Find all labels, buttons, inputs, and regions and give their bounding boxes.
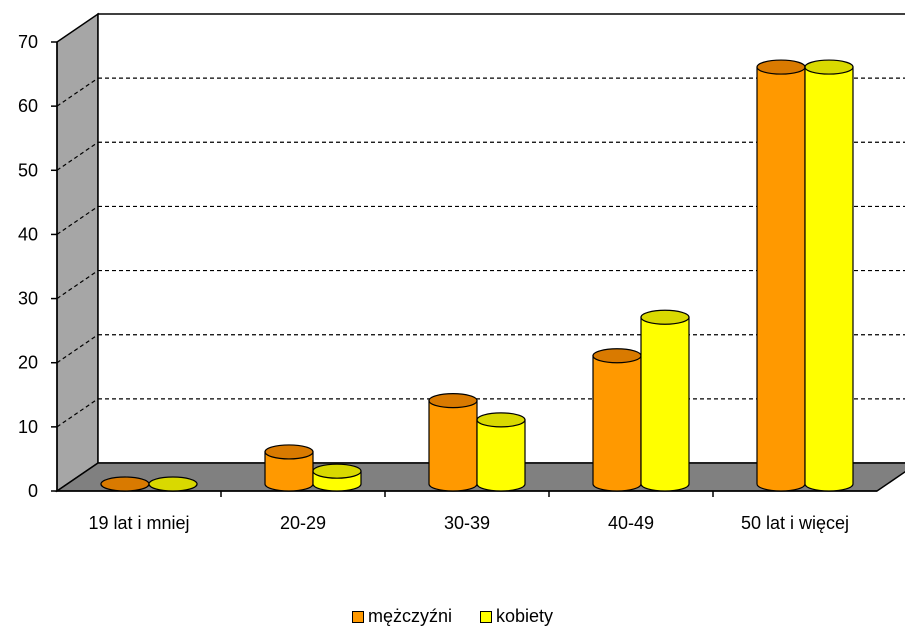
legend-label-series-0: mężczyźni	[367, 606, 452, 626]
y-tick-label: 0	[28, 481, 38, 501]
y-tick-label: 20	[18, 353, 38, 373]
bar-0-4	[756, 59, 806, 492]
legend-label-series-1: kobiety	[495, 606, 554, 626]
bar-top	[640, 309, 690, 325]
x-tick-label: 30-39	[444, 513, 490, 533]
y-tick-label: 30	[18, 289, 38, 309]
gridline-side	[56, 270, 99, 300]
bar-top	[592, 348, 642, 364]
bar-0-1	[264, 444, 314, 492]
x-tick-label: 20-29	[280, 513, 326, 533]
bar-1-0	[148, 476, 198, 492]
bar-top	[804, 59, 854, 75]
x-tick-label: 40-49	[608, 513, 654, 533]
y-tick-label: 60	[18, 96, 38, 116]
bar-body	[476, 419, 526, 492]
legend-swatch-series-0	[351, 610, 364, 623]
y-tick-label: 50	[18, 160, 38, 180]
bar-0-3	[592, 348, 642, 492]
bar-body	[640, 316, 690, 492]
bar-0-0	[100, 476, 150, 492]
y-tick-label: 40	[18, 224, 38, 244]
bar-top	[428, 393, 478, 409]
bar-body	[428, 400, 478, 492]
gridline-side	[56, 334, 99, 364]
gridline-side	[56, 205, 99, 235]
y-tick-label: 10	[18, 417, 38, 437]
x-tick-label: 50 lat i więcej	[741, 513, 849, 533]
gridlines	[56, 77, 905, 428]
bar-1-4	[804, 59, 854, 492]
bar-top	[148, 476, 198, 492]
x-tick-label: 19 lat i mniej	[88, 513, 189, 533]
bar-1-1	[312, 463, 362, 492]
bar-top	[476, 412, 526, 428]
legend-item-series-0: mężczyźni	[351, 606, 452, 627]
bar-top	[100, 476, 150, 492]
gridline-side	[56, 77, 99, 107]
gridline-side	[56, 141, 99, 171]
legend-item-series-1: kobiety	[479, 606, 554, 627]
y-tick-label: 70	[18, 32, 38, 52]
labels: 0 10 20 30 40 50 60 70 19 lat i mniej 20-29 30-39 4…	[18, 32, 849, 533]
bars	[100, 59, 854, 492]
bar-body	[756, 66, 806, 492]
axes	[51, 41, 877, 497]
legend-swatch-series-1	[479, 610, 492, 623]
bar-1-2	[476, 412, 526, 492]
bar-top	[264, 444, 314, 460]
bar-top	[312, 463, 362, 479]
bar-1-3	[640, 309, 690, 492]
bar-body	[804, 66, 854, 492]
gridline-side	[56, 398, 99, 428]
legend: mężczyźni kobiety	[0, 606, 905, 627]
side-wall	[56, 12, 99, 493]
bar-body	[592, 355, 642, 492]
bar-top	[756, 59, 806, 75]
bar-0-2	[428, 393, 478, 492]
